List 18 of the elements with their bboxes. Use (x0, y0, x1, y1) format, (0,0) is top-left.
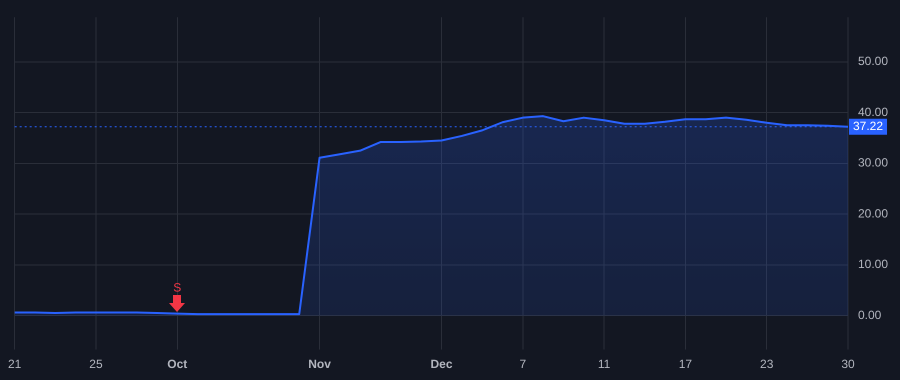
x-tick-label: Nov (308, 357, 332, 372)
x-tick-label: 21 (8, 357, 22, 372)
y-tick-label: 50.00 (858, 54, 888, 68)
x-tick-label: 11 (598, 357, 611, 372)
ref-line-label: 37.22 (853, 119, 884, 134)
x-tick-label: 17 (678, 357, 692, 372)
x-tick-label: Oct (167, 357, 188, 372)
y-tick-label: 10.00 (858, 257, 888, 272)
x-tick-label: 30 (841, 357, 855, 372)
y-tick-label: 30.00 (858, 156, 888, 170)
y-tick-label: 0.00 (858, 308, 882, 322)
x-tick-label: 7 (519, 357, 526, 372)
x-tick-label: 23 (760, 357, 774, 372)
x-tick-label: 25 (89, 357, 103, 372)
y-tick-label: 20.00 (858, 206, 888, 220)
y-tick-label: 40.00 (858, 104, 888, 119)
annotation: S (173, 280, 182, 295)
x-tick-label: Dec (430, 357, 453, 372)
